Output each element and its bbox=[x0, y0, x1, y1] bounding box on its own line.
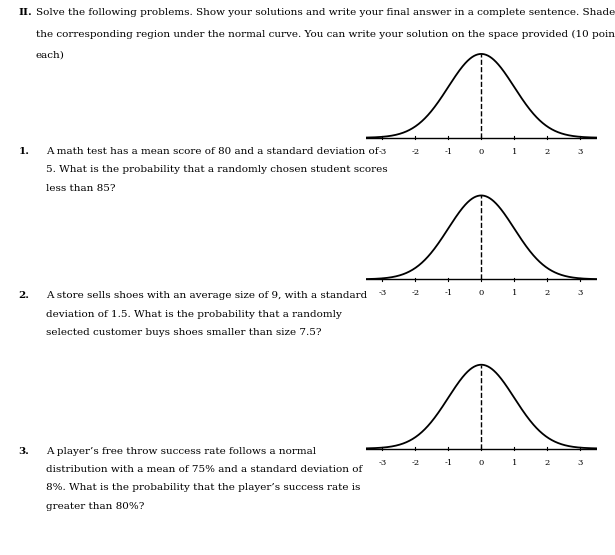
Text: 1.: 1. bbox=[18, 147, 30, 156]
Text: 3.: 3. bbox=[18, 447, 30, 456]
Text: 5. What is the probability that a randomly chosen student scores: 5. What is the probability that a random… bbox=[46, 165, 387, 174]
Text: the corresponding region under the normal curve. You can write your solution on : the corresponding region under the norma… bbox=[36, 29, 615, 38]
Text: each): each) bbox=[36, 51, 65, 59]
Text: less than 85?: less than 85? bbox=[46, 184, 116, 193]
Text: 8%. What is the probability that the player’s success rate is: 8%. What is the probability that the pla… bbox=[46, 483, 360, 492]
Text: selected customer buys shoes smaller than size 7.5?: selected customer buys shoes smaller tha… bbox=[46, 328, 322, 337]
Text: II.: II. bbox=[18, 8, 32, 17]
Text: A store sells shoes with an average size of 9, with a standard: A store sells shoes with an average size… bbox=[46, 291, 367, 300]
Text: greater than 80%?: greater than 80%? bbox=[46, 502, 145, 511]
Text: A player’s free throw success rate follows a normal: A player’s free throw success rate follo… bbox=[46, 447, 316, 456]
Text: distribution with a mean of 75% and a standard deviation of: distribution with a mean of 75% and a st… bbox=[46, 465, 362, 474]
Text: A math test has a mean score of 80 and a standard deviation of: A math test has a mean score of 80 and a… bbox=[46, 147, 379, 156]
Text: deviation of 1.5. What is the probability that a randomly: deviation of 1.5. What is the probabilit… bbox=[46, 310, 342, 319]
Text: 2.: 2. bbox=[18, 291, 30, 300]
Text: Solve the following problems. Show your solutions and write your final answer in: Solve the following problems. Show your … bbox=[36, 8, 615, 17]
